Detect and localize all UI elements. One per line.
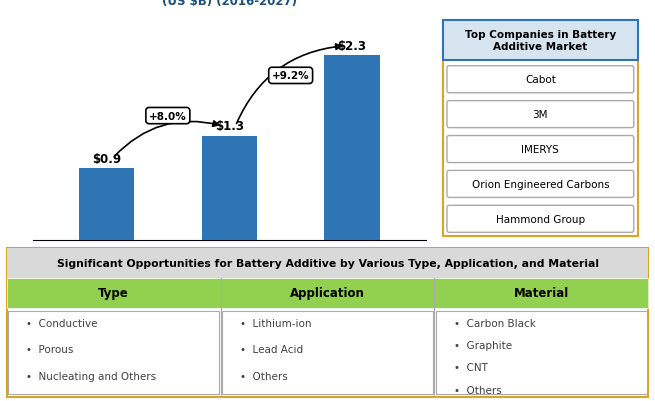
Text: •  Porous: • Porous [26, 344, 73, 354]
FancyBboxPatch shape [7, 249, 648, 397]
Text: •  Graphite: • Graphite [454, 340, 512, 350]
Text: Material: Material [514, 287, 569, 300]
FancyBboxPatch shape [447, 136, 634, 163]
Text: Cabot: Cabot [525, 75, 556, 85]
FancyBboxPatch shape [447, 67, 634, 93]
FancyBboxPatch shape [434, 278, 648, 308]
Text: •  Others: • Others [454, 385, 502, 395]
Text: •  CNT: • CNT [454, 363, 487, 372]
Text: Source: Lucintel: Source: Lucintel [187, 275, 271, 286]
Text: Orion Engineered Carbons: Orion Engineered Carbons [472, 180, 609, 189]
FancyBboxPatch shape [443, 20, 638, 61]
Text: •  Carbon Black: • Carbon Black [454, 318, 536, 328]
FancyBboxPatch shape [7, 249, 648, 278]
Bar [79, 168, 134, 241]
FancyBboxPatch shape [443, 20, 638, 236]
Text: Hammond Group: Hammond Group [496, 214, 585, 224]
FancyBboxPatch shape [223, 311, 432, 394]
Text: $2.3: $2.3 [337, 40, 367, 53]
Text: Top Companies in Battery
Additive Market: Top Companies in Battery Additive Market [465, 30, 616, 51]
Text: Application: Application [290, 287, 365, 300]
Text: +9.2%: +9.2% [272, 71, 309, 81]
FancyBboxPatch shape [447, 101, 634, 128]
FancyBboxPatch shape [447, 171, 634, 198]
Text: Type: Type [98, 287, 129, 300]
FancyBboxPatch shape [221, 278, 434, 308]
Title: Trends and Forecasts for the Global Battery Additive Market
(US $B) (2016-2027): Trends and Forecasts for the Global Batt… [29, 0, 430, 8]
Text: $1.3: $1.3 [215, 120, 244, 133]
FancyBboxPatch shape [9, 311, 219, 394]
FancyBboxPatch shape [436, 311, 646, 394]
Text: $0.9: $0.9 [92, 152, 121, 165]
Text: •  Lithium-ion: • Lithium-ion [240, 318, 311, 328]
Bar [202, 136, 257, 241]
Bar [324, 56, 380, 241]
Text: Significant Opportunities for Battery Additive by Various Type, Application, and: Significant Opportunities for Battery Ad… [56, 259, 599, 268]
Text: +8.0%: +8.0% [149, 111, 187, 121]
Text: •  Conductive: • Conductive [26, 318, 98, 328]
Text: •  Nucleating and Others: • Nucleating and Others [26, 371, 156, 381]
Text: •  Lead Acid: • Lead Acid [240, 344, 303, 354]
Text: •  Others: • Others [240, 371, 288, 381]
Text: IMERYS: IMERYS [521, 145, 559, 155]
FancyBboxPatch shape [7, 278, 221, 308]
Text: 3M: 3M [533, 110, 548, 120]
FancyBboxPatch shape [447, 206, 634, 233]
